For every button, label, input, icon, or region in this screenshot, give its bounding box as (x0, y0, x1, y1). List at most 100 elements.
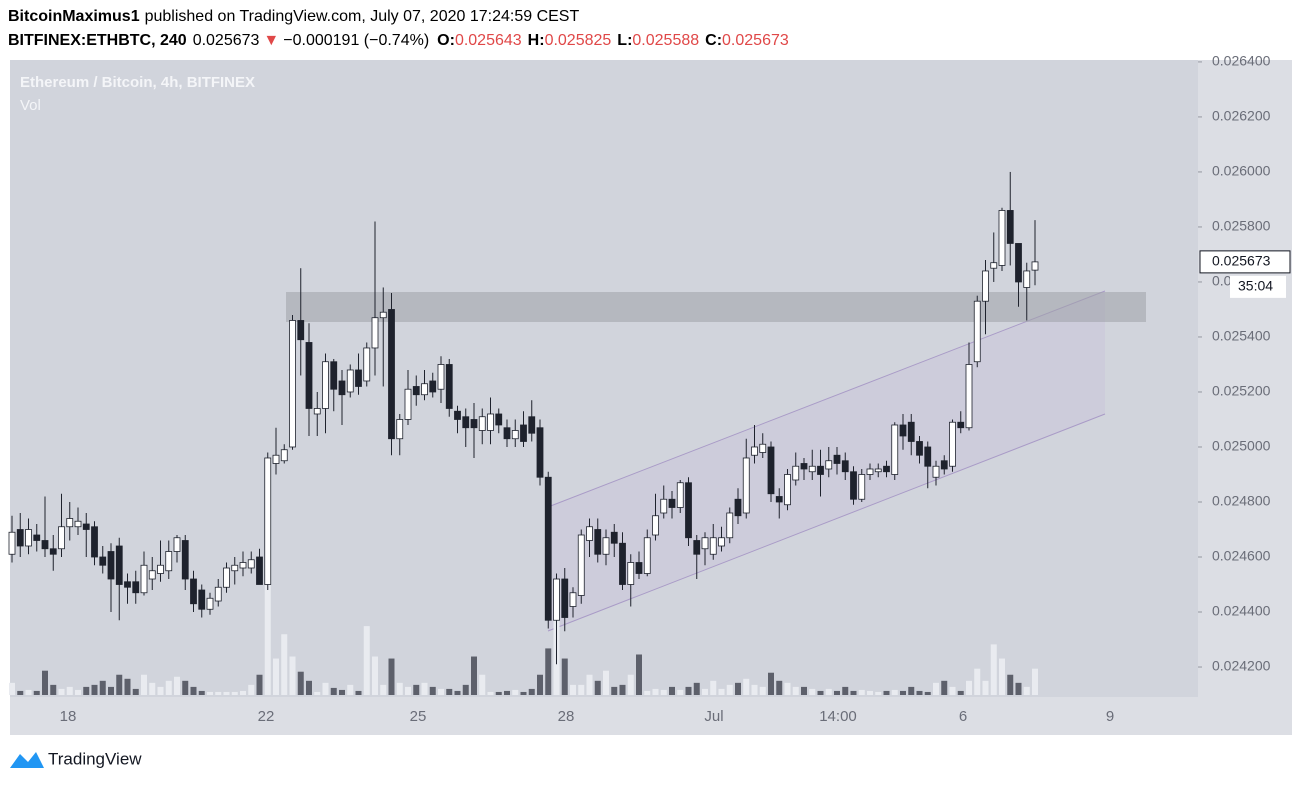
volume-bar (495, 691, 502, 695)
candle-body (973, 300, 981, 363)
volume-layer (9, 535, 1038, 695)
volume-bar (900, 690, 906, 695)
volume-bar (636, 654, 642, 695)
y-tick-label: 0.025200 (1212, 383, 1271, 399)
volume-bar (380, 684, 387, 695)
volume-bar (999, 658, 1005, 695)
candle-body (115, 545, 123, 585)
volume-bar (207, 691, 213, 695)
candle-body (767, 446, 775, 495)
volume-bar (652, 688, 659, 695)
candle-body (594, 529, 602, 555)
volume-bar (726, 684, 733, 695)
volume-bar (372, 656, 378, 695)
volume-bar (66, 686, 73, 695)
volume-bar (413, 684, 420, 695)
candle-body (1031, 261, 1039, 271)
volume-bar (1032, 668, 1038, 695)
candle-body (569, 592, 577, 607)
brand-name: TradingView (48, 749, 142, 768)
volume-bar (710, 680, 717, 695)
volume-bar (190, 686, 197, 695)
candle-body (751, 446, 758, 456)
countdown-box (1230, 275, 1286, 298)
c-value: 0.025673 (722, 32, 789, 49)
volume-bar (1023, 686, 1030, 695)
volume-bar (223, 691, 230, 695)
volume-bar (867, 690, 873, 695)
candle-body (412, 386, 420, 396)
volume-bar (454, 690, 461, 695)
volume-bar (149, 682, 156, 695)
volume-bar (561, 658, 568, 695)
volume-bar (58, 688, 65, 695)
candle-body (33, 534, 41, 541)
candle-body (445, 364, 453, 409)
volume-bar (685, 686, 692, 695)
candle-body (66, 518, 74, 528)
volume-bar (42, 670, 48, 695)
h-label: H: (528, 32, 545, 49)
candle-body (553, 578, 560, 621)
volume-bar (240, 690, 246, 695)
candle-body (685, 482, 692, 539)
volume-bar (504, 690, 510, 695)
candle-body (784, 474, 791, 506)
volume-bar (446, 688, 453, 695)
candle-body (91, 526, 98, 558)
volume-bar (743, 678, 750, 695)
candle-body (280, 449, 288, 462)
candle-body (701, 537, 709, 550)
volume-bar (660, 689, 667, 695)
header-line-2: BITFINEX:ETHBTC, 240 0.025673 ▼ −0.000191 (… (8, 32, 789, 49)
candle-body (511, 430, 519, 440)
candle-body (338, 380, 346, 396)
o-label: O: (437, 32, 455, 49)
volume-bar (405, 686, 411, 695)
candle-body (157, 564, 164, 574)
volume-bar (182, 680, 189, 695)
volume-bar (273, 658, 279, 695)
candle-body (16, 529, 24, 547)
candle-body (74, 520, 82, 528)
candle-body (932, 465, 940, 478)
volume-bar (751, 684, 758, 695)
candle-body (140, 564, 148, 594)
candle-body (462, 416, 470, 429)
x-tick-label: 14:00 (819, 708, 857, 725)
candle-body (742, 457, 750, 514)
candle-body (883, 465, 890, 473)
volume-bar (619, 684, 626, 695)
candle-body (627, 562, 635, 585)
candle-body (297, 320, 305, 341)
x-tick-label: Jul (704, 708, 723, 725)
volume-bar (396, 682, 403, 695)
candle-body (924, 446, 932, 467)
header-line-1: BitcoinMaximus1 published on TradingView.… (8, 8, 579, 25)
candle-body (371, 317, 379, 349)
candle-body (965, 364, 973, 429)
volume-bar (537, 674, 543, 695)
candle-body (759, 443, 767, 453)
candle-body (817, 465, 824, 475)
candle-body (346, 369, 354, 393)
volume-bar (669, 686, 675, 695)
candle-body (957, 421, 965, 429)
x-tick-label: 18 (60, 708, 77, 725)
volume-bar (990, 644, 997, 695)
price-tag-box (1199, 250, 1291, 274)
volume-bar (141, 674, 147, 695)
volume-bar (677, 689, 684, 695)
candle-body (1006, 210, 1014, 244)
volume-bar (83, 686, 90, 695)
resistance-zone (286, 292, 1146, 322)
volume-bar (801, 686, 807, 695)
volume-bar (528, 688, 535, 695)
y-tick-label: 0.024400 (1212, 603, 1271, 619)
volume-bar (776, 680, 783, 695)
volume-bar (248, 684, 255, 695)
volume-bar (157, 686, 164, 695)
y-tick-label: 0.026000 (1212, 163, 1271, 179)
volume-bar (578, 684, 585, 695)
